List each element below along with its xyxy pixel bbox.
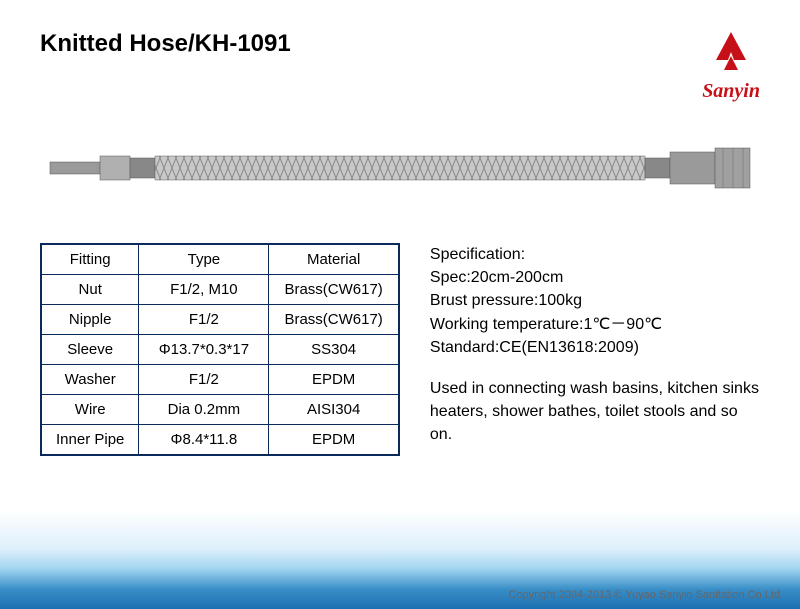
cell: Φ13.7*0.3*17 — [139, 335, 269, 365]
spec-line: Working temperature:1℃－90℃ — [430, 313, 760, 336]
brand-name: Sanyin — [702, 80, 760, 103]
cell: EPDM — [269, 425, 399, 456]
cell: Brass(CW617) — [269, 275, 399, 305]
cell: SS304 — [269, 335, 399, 365]
brand-logo: Sanyin — [702, 30, 760, 103]
spec-line: Brust pressure:100kg — [430, 289, 760, 312]
table-header-row: Fitting Type Material — [41, 244, 399, 275]
cell: AISI304 — [269, 395, 399, 425]
cell: Wire — [41, 395, 139, 425]
hose-illustration — [40, 138, 760, 198]
table-header: Type — [139, 244, 269, 275]
cell: Inner Pipe — [41, 425, 139, 456]
usage-text: Used in connecting wash basins, kitchen … — [430, 377, 760, 447]
page-title: Knitted Hose/KH-1091 — [40, 30, 291, 58]
table-row: NutF1/2, M10Brass(CW617) — [41, 275, 399, 305]
spec-table: Fitting Type Material NutF1/2, M10Brass(… — [40, 243, 400, 456]
table-row: WireDia 0.2mmAISI304 — [41, 395, 399, 425]
product-image — [40, 123, 760, 213]
footer: Copyright 2004-2013 © Yuyao Sanyin Sanit… — [0, 509, 800, 609]
table-header: Material — [269, 244, 399, 275]
table-row: SleeveΦ13.7*0.3*17SS304 — [41, 335, 399, 365]
cell: F1/2 — [139, 365, 269, 395]
sanyin-logo-icon — [706, 30, 756, 75]
table-row: WasherF1/2EPDM — [41, 365, 399, 395]
cell: Φ8.4*11.8 — [139, 425, 269, 456]
cell: F1/2 — [139, 305, 269, 335]
cell: EPDM — [269, 365, 399, 395]
table-row: NippleF1/2Brass(CW617) — [41, 305, 399, 335]
cell: Nut — [41, 275, 139, 305]
spec-heading: Specification: — [430, 243, 760, 266]
cell: Nipple — [41, 305, 139, 335]
cell: Sleeve — [41, 335, 139, 365]
table-header: Fitting — [41, 244, 139, 275]
copyright-text: Copyright 2004-2013 © Yuyao Sanyin Sanit… — [509, 589, 780, 601]
cell: Washer — [41, 365, 139, 395]
cell: Brass(CW617) — [269, 305, 399, 335]
cell: F1/2, M10 — [139, 275, 269, 305]
specification-text: Specification: Spec:20cm-200cm Brust pre… — [430, 243, 760, 456]
table-row: Inner PipeΦ8.4*11.8EPDM — [41, 425, 399, 456]
spec-line: Spec:20cm-200cm — [430, 266, 760, 289]
cell: Dia 0.2mm — [139, 395, 269, 425]
spec-line: Standard:CE(EN13618:2009) — [430, 336, 760, 359]
